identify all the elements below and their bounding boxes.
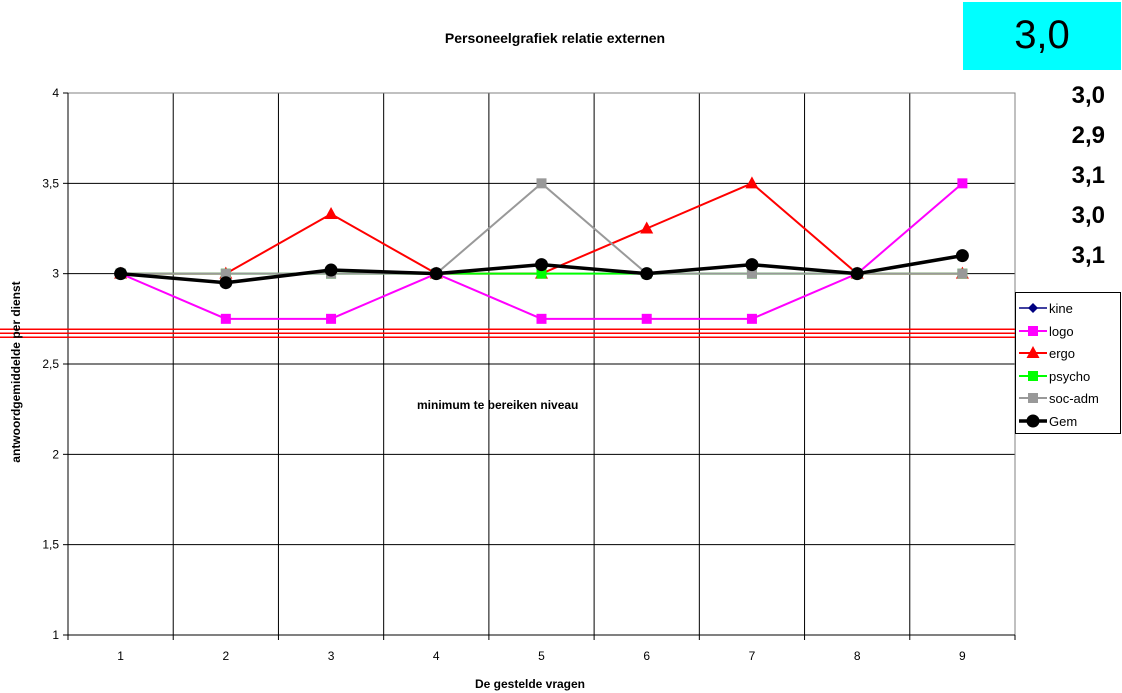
series-Gem [114,249,969,290]
grid [68,92,1015,636]
series-logo [115,178,968,324]
legend-label: ergo [1049,346,1076,361]
data-point [114,267,128,281]
legend-label: kine [1049,301,1073,316]
x-axis-label: De gestelde vragen [474,677,586,691]
data-point [220,313,231,324]
x-tick-label: 3 [328,649,335,663]
legend-item: ergo [1016,342,1122,364]
data-point [746,313,757,324]
legend-label: Gem [1049,413,1078,429]
legend-marker [1028,393,1038,403]
data-point [955,249,969,263]
series-line [120,182,964,320]
score-value: 3,0 [1071,82,1105,109]
legend-item: Gem [1016,410,1122,432]
legend-swatch [1019,303,1047,313]
data-point [429,267,443,281]
legend-marker [1028,370,1038,381]
data-point [850,267,864,281]
y-tick-label: 3,5 [42,176,59,190]
x-tick-label: 6 [643,649,650,663]
y-axis-label: antwoordgemiddelde per dienst [9,281,23,463]
y-tick-label: 3 [52,267,59,281]
data-point [536,178,547,189]
data-point [957,268,968,279]
score-value: 3,1 [1071,242,1105,269]
legend-swatch [1019,325,1047,336]
legend-item: psycho [1016,365,1122,387]
legend-item: logo [1016,320,1122,342]
score-value: 3,1 [1071,162,1105,189]
score-value: 3,0 [1071,202,1105,229]
legend-swatch [1019,393,1047,403]
legend-label: logo [1049,323,1074,339]
legend: kine logo ergo psycho soc-adm Gem [1015,292,1121,434]
legend-swatch [1019,414,1047,427]
data-point [219,276,233,290]
x-tick-label: 1 [117,649,124,663]
chart-title: Personeelgrafiek relatie externen [444,30,666,46]
x-tick-label: 8 [854,649,861,663]
x-tick-label: 2 [222,649,229,663]
legend-item: soc-adm [1016,387,1122,409]
y-tick-label: 1 [52,628,59,642]
threshold-label: minimum te bereiken niveau [417,398,579,412]
legend-swatch [1019,370,1047,381]
y-tick-label: 2 [52,447,59,461]
data-point [745,258,759,272]
data-point [745,176,759,189]
data-point [640,267,654,281]
threshold-line [0,328,1015,339]
data-point [324,207,338,220]
legend-swatch [1019,346,1047,358]
data-point [957,178,968,189]
data-point [641,313,652,324]
data-point [326,313,337,324]
score-value: 2,9 [1071,122,1105,149]
legend-item: kine [1016,297,1122,319]
x-tick-label: 5 [538,649,545,663]
x-tick-label: 9 [959,649,966,663]
data-point [220,268,231,279]
score-list: 3,0 2,9 3,1 3,0 3,1 [1005,76,1105,276]
legend-label: soc-adm [1049,391,1099,406]
legend-marker [1028,303,1038,313]
y-tick-label: 4 [52,86,59,100]
data-point [324,263,338,277]
legend-marker [1026,346,1040,358]
data-point [536,313,547,324]
y-tick-label: 1,5 [42,538,59,552]
legend-marker [1028,325,1038,336]
overall-score-box: 3,0 [963,2,1121,70]
data-point [746,268,757,279]
data-point [640,221,654,234]
legend-marker [1026,414,1040,427]
legend-label: psycho [1049,368,1091,384]
x-tick-label: 4 [433,649,440,663]
y-tick-label: 2,5 [42,357,59,371]
x-tick-label: 7 [749,649,756,663]
data-point [536,268,547,279]
data-point [535,258,548,272]
